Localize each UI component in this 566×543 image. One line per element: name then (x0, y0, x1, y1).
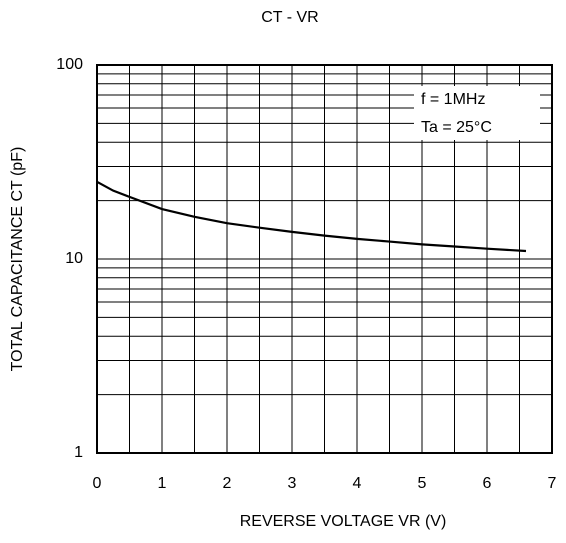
annotation: Ta = 25°C (421, 119, 492, 136)
y-tick-label: 1 (74, 444, 83, 461)
x-axis-label: REVERSE VOLTAGE VR (V) (240, 513, 447, 530)
x-tick-label: 4 (353, 475, 362, 492)
data-line (96, 180, 527, 253)
y-tick-label: 100 (56, 56, 83, 73)
x-tick-label: 6 (483, 475, 492, 492)
x-tick-label: 0 (93, 475, 102, 492)
x-tick-label: 3 (288, 475, 297, 492)
y-axis-label: TOTAL CAPACITANCE CT (pF) (9, 147, 26, 372)
x-tick-label: 1 (158, 475, 167, 492)
y-tick-label: 10 (65, 250, 83, 267)
annotation-box (414, 86, 540, 140)
x-tick-label: 7 (548, 475, 557, 492)
chart-title: CT - VR (261, 9, 318, 26)
x-tick-label: 2 (223, 475, 232, 492)
x-tick-label: 5 (418, 475, 427, 492)
annotation: f = 1MHz (421, 91, 485, 108)
plot-frame (96, 64, 553, 454)
